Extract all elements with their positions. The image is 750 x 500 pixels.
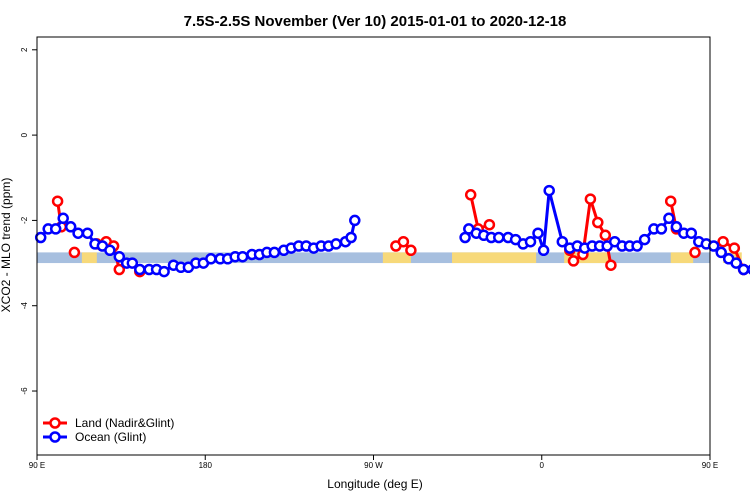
data-point	[592, 216, 604, 229]
data-point	[599, 229, 612, 242]
data-point	[49, 223, 62, 235]
land-band-segment	[452, 252, 537, 264]
data-point	[483, 218, 496, 231]
data-point	[104, 244, 116, 257]
data-point	[737, 263, 750, 276]
x-axis: 90 E 180 90 W 0 90 E	[29, 455, 718, 470]
legend-item-ocean: Ocean (Glint)	[43, 430, 146, 444]
data-point	[638, 233, 651, 246]
data-point	[405, 244, 417, 257]
data-point	[205, 253, 217, 265]
x-tick-label: 0	[540, 461, 545, 470]
data-point	[397, 235, 410, 248]
series-land	[51, 189, 750, 278]
data-point	[663, 212, 675, 225]
x-tick-label: 90 E	[702, 461, 718, 470]
data-point	[605, 259, 617, 271]
legend-land-label: Land (Nadir&Glint)	[75, 416, 174, 430]
data-point	[493, 231, 505, 244]
data-point	[126, 257, 139, 269]
data-point	[345, 231, 357, 244]
y-tick-label: -6	[20, 387, 29, 395]
y-axis: 2 0 -2 -4 -6	[20, 47, 37, 395]
data-point	[330, 238, 342, 250]
y-tick-label: 2	[20, 47, 29, 52]
data-point	[715, 246, 727, 259]
data-point	[51, 195, 64, 207]
data-point	[730, 257, 742, 269]
data-point	[537, 244, 550, 257]
data-point	[524, 235, 537, 248]
data-point	[64, 221, 77, 233]
y-tick-label: -2	[20, 216, 29, 224]
data-point	[556, 235, 569, 248]
x-axis-label: Longitude (deg E)	[327, 477, 422, 491]
legend: Land (Nadir&Glint) Ocean (Glint)	[43, 416, 174, 444]
data-point	[631, 240, 643, 252]
data-point	[68, 246, 81, 259]
data-point	[113, 263, 126, 276]
data-point	[464, 189, 477, 201]
x-tick-label: 90 W	[364, 461, 383, 470]
data-point	[268, 246, 281, 259]
data-point	[543, 184, 555, 197]
data-point	[532, 227, 544, 239]
x-tick-label: 90 E	[29, 461, 45, 470]
legend-item-land: Land (Nadir&Glint)	[43, 416, 174, 430]
y-tick-label: 0	[20, 132, 29, 137]
data-point	[34, 231, 47, 244]
x-tick-label: 180	[199, 461, 213, 470]
data-point	[670, 221, 683, 233]
data-point	[655, 223, 668, 235]
chart-title: 7.5S-2.5S November (Ver 10) 2015-01-01 t…	[184, 13, 567, 30]
series-ocean	[34, 184, 750, 278]
data-point	[689, 246, 701, 259]
y-tick-label: -4	[20, 302, 29, 310]
data-point	[236, 250, 249, 263]
data-point	[567, 255, 580, 267]
data-point	[717, 235, 729, 248]
legend-ocean-label: Ocean (Glint)	[75, 430, 146, 444]
legend-ocean-marker	[49, 431, 61, 443]
data-point	[728, 242, 741, 254]
data-point	[81, 227, 94, 239]
y-axis-label: XCO2 - MLO trend (ppm)	[0, 178, 13, 313]
land-band-segment	[670, 252, 694, 264]
data-point	[685, 227, 698, 239]
data-point	[57, 212, 69, 225]
legend-land-marker	[49, 417, 61, 429]
data-point	[158, 265, 170, 278]
data-point	[113, 250, 126, 263]
land-band-segment	[81, 252, 97, 264]
data-point	[584, 193, 597, 205]
data-point	[349, 214, 361, 227]
data-point	[72, 227, 84, 239]
data-point	[134, 263, 146, 276]
data-point	[664, 195, 677, 207]
series-layer	[34, 184, 750, 278]
data-point	[707, 240, 720, 252]
ocean-band	[37, 252, 710, 264]
land-band-segment	[382, 252, 411, 264]
data-band	[37, 252, 742, 264]
